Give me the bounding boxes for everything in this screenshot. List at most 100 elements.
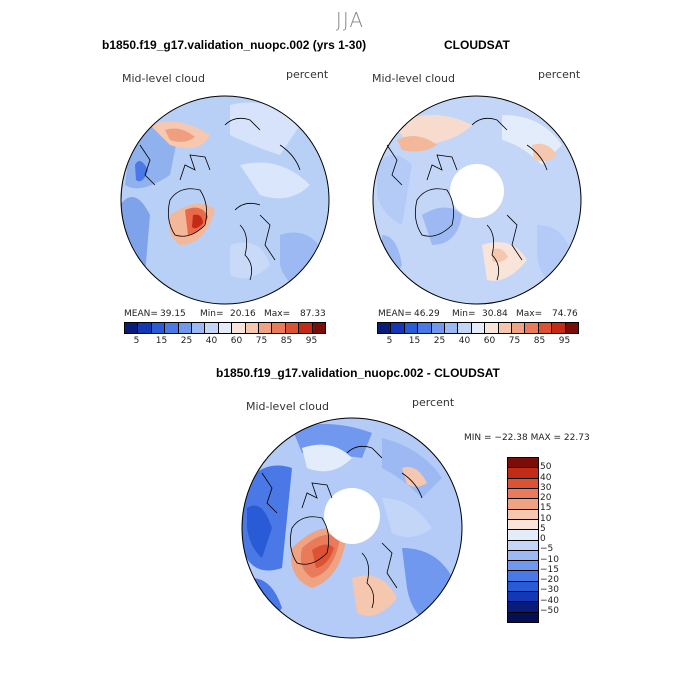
- colorbar-swatch: [508, 581, 538, 593]
- colorbar-tick-label: −50: [540, 605, 559, 616]
- colorbar-swatch: [218, 323, 233, 333]
- colorbar-tick-label: 95: [558, 336, 571, 346]
- colorbar-tick-label: 95: [305, 336, 318, 346]
- colorbar-tick-label: 75: [255, 336, 268, 346]
- colorbar-tick-label: −20: [540, 575, 559, 585]
- panel2-variable-label: Mid-level cloud: [372, 72, 455, 85]
- panel3-title: b1850.f19_g17.validation_nuopc.002 - CLO…: [216, 366, 500, 380]
- panel3-colorbar: [507, 457, 539, 623]
- colorbar-swatch: [165, 323, 179, 333]
- panel2-units-label: percent: [538, 68, 581, 81]
- colorbar-swatch: [565, 323, 579, 333]
- panel1-colorbar-ticks: 5 15 25 40 60 75 85 95: [124, 336, 324, 348]
- colorbar-swatch: [378, 323, 392, 333]
- colorbar-tick-label: 30: [540, 482, 552, 493]
- colorbar-swatch: [418, 323, 432, 333]
- colorbar-swatch: [125, 323, 139, 333]
- panel2-colorbar-ticks: 5 15 25 40 60 75 85 95: [377, 336, 577, 348]
- colorbar-tick-label: 0: [540, 534, 546, 544]
- colorbar-tick-label: 15: [540, 503, 552, 514]
- colorbar-tick-label: 20: [540, 493, 552, 503]
- colorbar-swatch: [508, 612, 538, 622]
- colorbar-swatch: [404, 323, 419, 333]
- colorbar-swatch: [508, 530, 538, 541]
- panel1-min-value: 20.16: [230, 309, 256, 319]
- colorbar-swatch: [508, 478, 538, 489]
- panel2-title: CLOUDSAT: [444, 38, 510, 52]
- colorbar-tick-label: 5: [386, 336, 393, 346]
- colorbar-tick-label: 85: [533, 336, 546, 346]
- panel3-colorbar-ticks: 50 40 30 20 15 10 5 0 −5 −10 −15 −20 −30 −40 −50: [540, 457, 580, 621]
- panel1-variable-label: Mid-level cloud: [122, 72, 205, 85]
- colorbar-swatch: [178, 323, 193, 333]
- colorbar-tick-label: 40: [205, 336, 218, 346]
- colorbar-swatch: [485, 323, 499, 333]
- panel2-mean-value: 46.29: [414, 309, 440, 319]
- panel2-colorbar: [377, 322, 579, 334]
- panel2-mean-label: MEAN=: [378, 309, 412, 319]
- colorbar-swatch: [151, 323, 166, 333]
- colorbar-swatch: [512, 323, 526, 333]
- season-title: JJA: [335, 8, 365, 32]
- colorbar-tick-label: 25: [433, 336, 446, 346]
- colorbar-swatch: [508, 509, 538, 520]
- colorbar-swatch: [272, 323, 286, 333]
- panel1-polar-map: [120, 95, 330, 305]
- panel1-min-label: Min=: [200, 309, 224, 319]
- colorbar-swatch: [508, 458, 538, 469]
- colorbar-tick-label: 60: [483, 336, 496, 346]
- colorbar-tick-label: 5: [540, 523, 546, 534]
- colorbar-swatch: [508, 592, 538, 603]
- colorbar-swatch: [508, 571, 538, 582]
- panel1-mean-value: 39.15: [160, 309, 186, 319]
- panel3-polar-map: [241, 417, 463, 639]
- colorbar-tick-label: −5: [540, 544, 554, 555]
- colorbar-tick-label: 10: [540, 513, 552, 524]
- colorbar-swatch: [508, 468, 538, 479]
- panel2-min-label: Min=: [452, 309, 476, 319]
- colorbar-tick-label: −15: [540, 564, 559, 575]
- colorbar-swatch: [138, 323, 152, 333]
- colorbar-swatch: [312, 323, 326, 333]
- panel3-minmax: MIN = −22.38 MAX = 22.73: [464, 433, 590, 443]
- colorbar-swatch: [445, 323, 459, 333]
- colorbar-swatch: [391, 323, 405, 333]
- panel1-max-value: 87.33: [300, 309, 326, 319]
- panel2-max-value: 74.76: [552, 309, 578, 319]
- colorbar-swatch: [508, 602, 538, 613]
- colorbar-swatch: [552, 323, 566, 333]
- panel1-title: b1850.f19_g17.validation_nuopc.002 (yrs …: [102, 38, 367, 52]
- colorbar-tick-label: 75: [508, 336, 521, 346]
- colorbar-swatch: [525, 323, 539, 333]
- colorbar-tick-label: 60: [230, 336, 243, 346]
- colorbar-tick-label: −40: [540, 595, 559, 606]
- colorbar-swatch: [232, 323, 246, 333]
- colorbar-swatch: [285, 323, 300, 333]
- colorbar-swatch: [508, 561, 538, 572]
- colorbar-tick-label: 40: [458, 336, 471, 346]
- colorbar-swatch: [508, 499, 538, 510]
- colorbar-swatch: [498, 323, 513, 333]
- colorbar-tick-label: −30: [540, 585, 559, 596]
- panel1-units-label: percent: [286, 68, 329, 81]
- colorbar-tick-label: 40: [540, 472, 552, 483]
- colorbar-tick-label: 85: [280, 336, 293, 346]
- colorbar-swatch: [508, 488, 538, 500]
- colorbar-swatch: [508, 550, 538, 562]
- colorbar-tick-label: 50: [540, 462, 552, 473]
- panel1-max-label: Max=: [264, 309, 291, 319]
- colorbar-swatch: [245, 323, 260, 333]
- colorbar-swatch: [259, 323, 273, 333]
- colorbar-tick-label: 15: [155, 336, 168, 346]
- colorbar-swatch: [192, 323, 206, 333]
- panel1-mean-label: MEAN=: [124, 309, 158, 319]
- panel2-polar-map: [372, 95, 582, 305]
- colorbar-swatch: [458, 323, 472, 333]
- colorbar-swatch: [508, 519, 538, 531]
- colorbar-tick-label: −10: [540, 554, 559, 565]
- colorbar-tick-label: 15: [408, 336, 421, 346]
- colorbar-swatch: [508, 540, 538, 551]
- colorbar-swatch: [538, 323, 553, 333]
- colorbar-tick-label: 5: [133, 336, 140, 346]
- colorbar-swatch: [205, 323, 219, 333]
